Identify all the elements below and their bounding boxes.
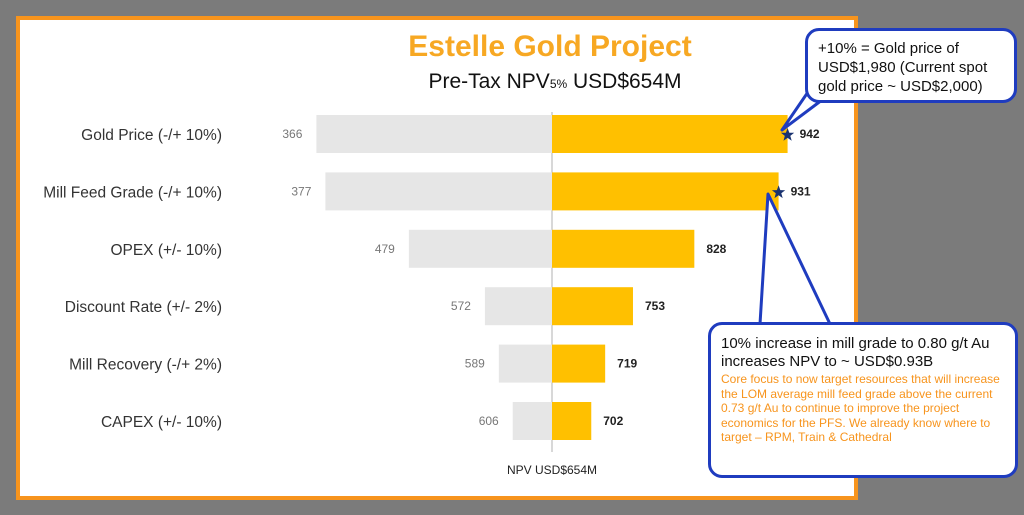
mill-grade-callout: 10% increase in mill grade to 0.80 g/t A…: [708, 322, 1018, 478]
chart-title: Estelle Gold Project: [408, 30, 692, 63]
subtitle-value: USD$654M: [567, 70, 682, 93]
category-label: Mill Feed Grade (-/+ 10%): [43, 184, 222, 201]
bar-downside: [484, 287, 552, 326]
data-label-upside: 702: [603, 414, 623, 428]
base-npv-label: NPV USD$654M: [507, 463, 597, 477]
bar-downside: [498, 344, 552, 383]
category-label: CAPEX (+/- 10%): [101, 414, 222, 431]
category-label: Discount Rate (+/- 2%): [65, 299, 222, 316]
category-label: OPEX (+/- 10%): [110, 242, 222, 259]
data-label-upside: 828: [706, 242, 726, 256]
gold-price-callout: +10% = Gold price of USD$1,980 (Current …: [805, 28, 1017, 103]
bar-downside: [512, 402, 552, 440]
data-label-downside: 377: [291, 184, 311, 198]
category-label: Mill Recovery (-/+ 2%): [69, 357, 222, 374]
chart-subtitle: Pre-Tax NPV5% USD$654M: [420, 70, 690, 94]
subtitle-subscript: 5%: [549, 77, 568, 91]
data-label-upside: 719: [617, 357, 637, 371]
bar-upside: [552, 229, 695, 268]
bar-downside: [408, 229, 552, 268]
mill-grade-callout-body: Core focus to now target resources that …: [721, 372, 1000, 444]
mill-grade-callout-heading: 10% increase in mill grade to 0.80 g/t A…: [721, 335, 990, 370]
gold-price-callout-text: +10% = Gold price of USD$1,980 (Current …: [818, 40, 988, 95]
bar-upside: [552, 172, 779, 211]
bar-upside: [552, 287, 633, 326]
star-icon: [771, 185, 786, 199]
bar-upside: [552, 344, 606, 383]
data-label-downside: 606: [479, 414, 499, 428]
category-label: Gold Price (-/+ 10%): [81, 127, 222, 144]
data-label-upside: 753: [645, 299, 665, 313]
star-icon: [780, 128, 795, 141]
data-label-downside: 366: [282, 127, 302, 141]
bar-downside: [316, 115, 552, 153]
bar-upside: [552, 115, 788, 153]
bar-upside: [552, 402, 592, 440]
data-label-downside: 589: [465, 357, 485, 371]
bar-downside: [325, 172, 552, 211]
data-label-upside: 942: [800, 127, 820, 141]
grade-callout-pointer: [758, 192, 832, 326]
data-label-downside: 572: [451, 299, 471, 313]
data-label-upside: 931: [791, 184, 811, 198]
subtitle-main: Pre-Tax NPV: [428, 70, 550, 93]
data-label-downside: 479: [375, 242, 395, 256]
